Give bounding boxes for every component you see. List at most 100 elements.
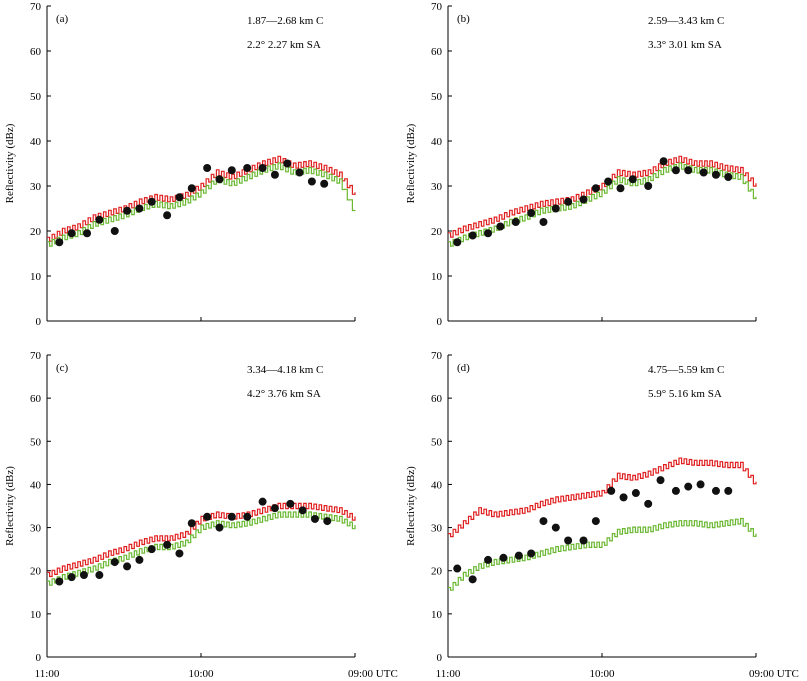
data-point	[514, 551, 523, 560]
data-point	[468, 575, 477, 584]
series-sa-line	[448, 517, 757, 591]
data-point	[123, 206, 132, 215]
data-point	[724, 486, 733, 495]
y-tick-label: 60	[30, 46, 42, 58]
data-point	[55, 577, 64, 586]
y-tick-label: 70	[30, 350, 42, 362]
data-point	[684, 482, 693, 491]
legend-c-range: 2.59—3.43 km C	[648, 15, 724, 27]
data-point	[496, 222, 505, 231]
y-tick-label: 0	[437, 652, 443, 664]
data-point	[564, 197, 573, 206]
data-point	[147, 197, 156, 206]
y-axis-label: Reflectivity (dBz)	[4, 123, 16, 203]
legend-sa-range: 2.2° 2.27 km SA	[247, 39, 321, 51]
y-tick-label: 60	[431, 46, 443, 58]
y-tick-label: 20	[431, 226, 443, 238]
data-point	[95, 215, 104, 224]
data-point	[511, 218, 520, 226]
y-tick-label: 40	[30, 136, 42, 148]
legend-sa-range: 3.3° 3.01 km SA	[648, 39, 722, 51]
legend-c-range: 1.87—2.68 km C	[247, 15, 323, 27]
series-c-line	[47, 155, 356, 242]
y-tick-label: 30	[431, 181, 443, 193]
data-point	[323, 517, 332, 526]
data-point	[644, 182, 653, 190]
data-point	[147, 545, 156, 554]
data-point	[187, 184, 196, 193]
data-point	[527, 209, 536, 217]
data-point	[579, 195, 588, 204]
data-point	[468, 231, 477, 240]
data-point	[684, 166, 693, 175]
data-point	[298, 506, 307, 515]
data-point	[270, 504, 279, 513]
data-point	[310, 514, 319, 523]
data-point	[453, 564, 462, 573]
y-tick-label: 50	[30, 436, 42, 448]
data-point	[579, 536, 588, 545]
y-tick-label: 50	[431, 91, 443, 103]
y-tick-label: 10	[30, 271, 42, 283]
data-point	[711, 486, 720, 495]
data-point	[616, 184, 625, 193]
y-tick-label: 70	[30, 1, 42, 13]
data-point	[135, 555, 144, 564]
y-tick-label: 40	[431, 136, 443, 148]
data-point	[215, 523, 224, 532]
data-point	[163, 540, 172, 549]
data-point	[320, 179, 329, 188]
panel-c: 0 10 20 30 40 50 60 70 11:00 10:00 09:00 UTC Reflec…	[4, 350, 398, 680]
x-tick-label: 10:00	[188, 668, 214, 680]
data-point	[656, 476, 665, 485]
data-point	[628, 175, 637, 184]
data-point	[671, 166, 680, 175]
y-tick-label: 30	[30, 523, 42, 535]
y-tick-label: 10	[30, 609, 42, 621]
data-point	[270, 170, 279, 179]
data-point	[286, 499, 295, 508]
data-point	[551, 523, 560, 532]
x-tick-label: 09:00 UTC	[749, 668, 799, 680]
data-point	[243, 164, 252, 172]
legend-sa-range: 5.9° 5.16 km SA	[648, 388, 722, 400]
panel-a: 0 10 20 30 40 50 60 70 Reflectivity (dBz) (a) 1.87…	[4, 1, 356, 328]
data-point	[591, 517, 600, 526]
data-point	[659, 157, 668, 166]
data-point	[527, 549, 536, 558]
data-point	[227, 512, 236, 521]
data-point	[724, 173, 733, 181]
data-point	[607, 486, 616, 495]
series-c-line	[448, 457, 757, 538]
data-point	[644, 499, 653, 508]
data-point	[307, 177, 316, 186]
y-tick-label: 0	[36, 316, 42, 328]
data-point	[55, 238, 64, 247]
data-point	[619, 493, 628, 502]
data-point	[604, 177, 613, 186]
data-point	[539, 517, 548, 526]
data-point	[67, 229, 76, 238]
data-point	[295, 168, 304, 177]
y-tick-label: 0	[437, 316, 443, 328]
series-sa-line	[47, 162, 356, 247]
data-point	[258, 164, 267, 172]
y-tick-label: 50	[431, 436, 443, 448]
data-point	[227, 166, 236, 175]
data-point	[95, 571, 104, 580]
data-point	[163, 211, 172, 220]
y-tick-label: 20	[30, 566, 42, 578]
data-point	[203, 164, 212, 172]
y-tick-label: 40	[431, 479, 443, 491]
y-tick-label: 40	[30, 479, 42, 491]
y-axis-label: Reflectivity (dBz)	[405, 123, 417, 203]
data-point	[696, 480, 705, 489]
series-c-line	[47, 502, 356, 578]
y-tick-label: 60	[431, 393, 443, 405]
series-sa-line	[448, 162, 757, 247]
data-point	[258, 497, 267, 506]
data-point	[484, 229, 493, 238]
data-point	[175, 193, 184, 202]
data-point	[110, 227, 119, 235]
